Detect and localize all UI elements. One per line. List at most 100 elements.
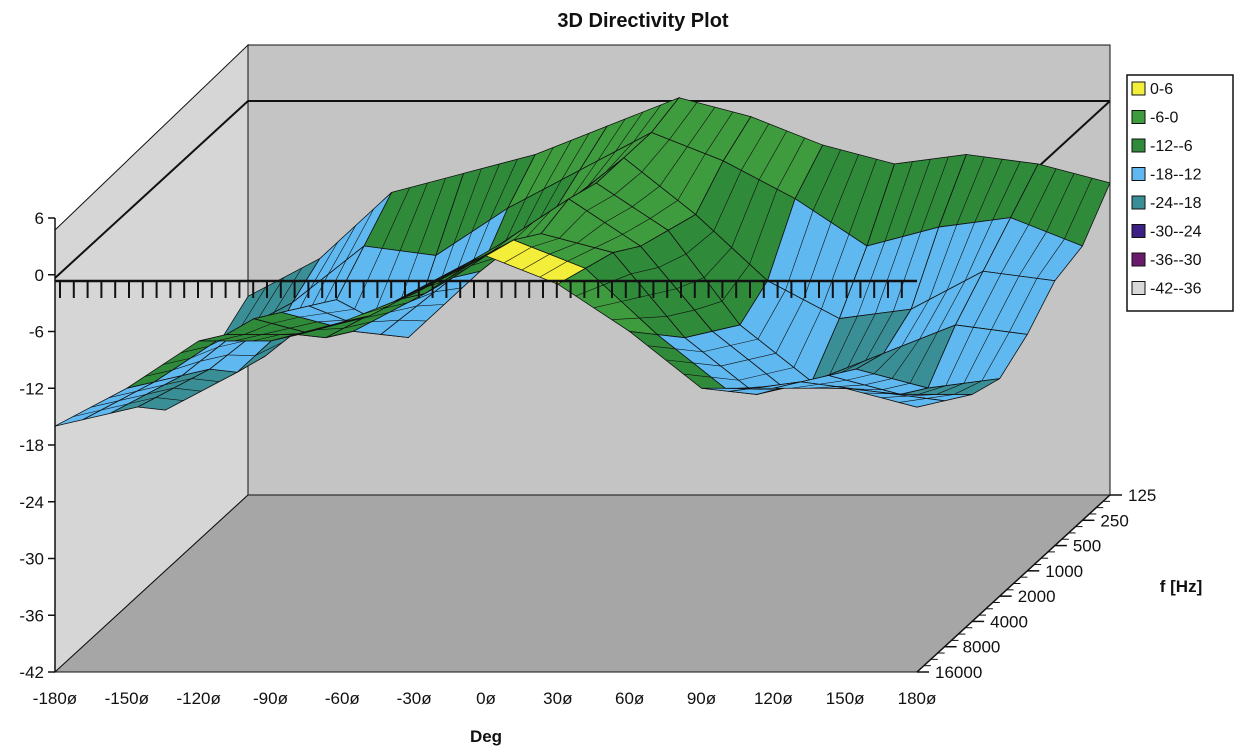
mesh-line	[108, 391, 137, 399]
mesh-line	[748, 353, 776, 360]
mesh-line	[892, 231, 922, 312]
f-tick-label: 2000	[1018, 587, 1056, 606]
mesh-line	[191, 378, 220, 382]
mesh-line	[677, 153, 706, 201]
legend-label: -18--12	[1150, 167, 1202, 184]
mesh-line	[702, 345, 731, 353]
mesh-line	[576, 222, 605, 244]
mesh-line	[812, 149, 841, 211]
mesh-line	[406, 291, 435, 304]
x-tick-label: -180ø	[33, 689, 77, 708]
mesh-line	[848, 159, 877, 235]
x-tick-label: 150ø	[826, 689, 865, 708]
mesh-line	[144, 369, 173, 377]
mesh-line	[909, 331, 938, 384]
mesh-line	[864, 378, 893, 386]
legend-label: -24--18	[1150, 195, 1202, 212]
mesh-line	[521, 253, 550, 271]
legend-label: -12--6	[1150, 138, 1193, 155]
mesh-line	[658, 253, 687, 268]
mesh-line	[926, 394, 955, 399]
legend-label: -36--30	[1150, 252, 1202, 269]
mesh-line	[973, 273, 1002, 328]
mesh-line	[155, 397, 184, 401]
legend-label: -30--24	[1150, 224, 1202, 241]
mesh-line	[719, 387, 748, 390]
mesh-line	[1064, 178, 1093, 240]
mesh-line	[399, 182, 428, 251]
mesh-line	[199, 354, 228, 362]
mesh-line	[928, 224, 958, 300]
z-axis: 6 0 -6 -12 -18 -24 -30 -36 -42	[19, 209, 56, 682]
mesh-line	[669, 102, 698, 140]
mesh-line	[327, 225, 357, 275]
mesh-line	[991, 275, 1020, 330]
mesh-line	[262, 327, 290, 335]
mesh-line	[1036, 238, 1065, 279]
mesh-line	[172, 361, 201, 371]
mesh-line	[659, 146, 688, 187]
mesh-line	[163, 378, 192, 386]
mesh-line	[964, 219, 993, 281]
mesh-line	[597, 118, 626, 162]
mesh-line	[847, 313, 876, 368]
mesh-line	[503, 246, 532, 264]
legend-swatch	[1131, 81, 1146, 96]
z-tick-label: -36	[19, 606, 44, 625]
x-tick-label: -90ø	[253, 689, 288, 708]
y-axis-label: f [Hz]	[1160, 577, 1202, 596]
mesh-line	[569, 160, 598, 201]
mesh-line	[685, 230, 714, 255]
mesh-line	[730, 338, 758, 346]
legend-swatch	[1131, 167, 1146, 181]
mesh-line	[525, 147, 554, 199]
mesh-line	[604, 206, 633, 223]
mesh-line	[1009, 278, 1038, 333]
mesh-line	[227, 354, 256, 356]
mesh-line	[981, 331, 1010, 382]
f-tick-label: 8000	[963, 638, 1001, 657]
x-tick-label: 180ø	[898, 689, 937, 708]
mesh-line	[621, 294, 649, 302]
mesh-line	[731, 179, 760, 248]
mesh-line	[846, 373, 875, 381]
mesh-line	[641, 139, 670, 173]
mesh-line	[145, 387, 174, 395]
mesh-line	[531, 238, 560, 248]
mesh-line	[252, 334, 281, 342]
mesh-line	[1046, 173, 1075, 232]
z-tick-label: -6	[29, 323, 44, 342]
mesh-line	[693, 362, 721, 367]
mesh-line	[791, 383, 819, 389]
mesh-line	[274, 267, 303, 313]
legend-swatch	[1131, 281, 1146, 295]
mesh-line	[898, 398, 927, 403]
mesh-line	[936, 383, 964, 395]
x-tick-label: 0ø	[476, 689, 496, 708]
mesh-line	[434, 287, 463, 293]
mesh-line	[737, 386, 766, 389]
mesh-line	[354, 248, 383, 310]
mesh-line	[254, 341, 283, 356]
mesh-line	[343, 321, 372, 329]
f-tick-label: 16000	[935, 663, 982, 682]
mesh-line	[836, 384, 865, 387]
x-tick-label: -60ø	[325, 689, 360, 708]
zero-plane-left	[54, 100, 249, 279]
mesh-line	[665, 359, 694, 364]
mesh-line	[632, 185, 660, 207]
legend-swatch	[1131, 224, 1146, 238]
mesh-line	[766, 367, 794, 375]
mesh-line	[299, 312, 327, 318]
x-tick-label: -120ø	[176, 689, 220, 708]
mesh-line	[891, 338, 920, 379]
mesh-line	[416, 304, 445, 307]
mesh-line	[489, 159, 518, 221]
mesh-line	[963, 329, 992, 384]
mesh-line	[793, 308, 822, 368]
mesh-line	[244, 323, 272, 335]
mesh-line	[615, 111, 644, 152]
mesh-line	[324, 320, 353, 328]
mesh-line	[316, 327, 344, 331]
